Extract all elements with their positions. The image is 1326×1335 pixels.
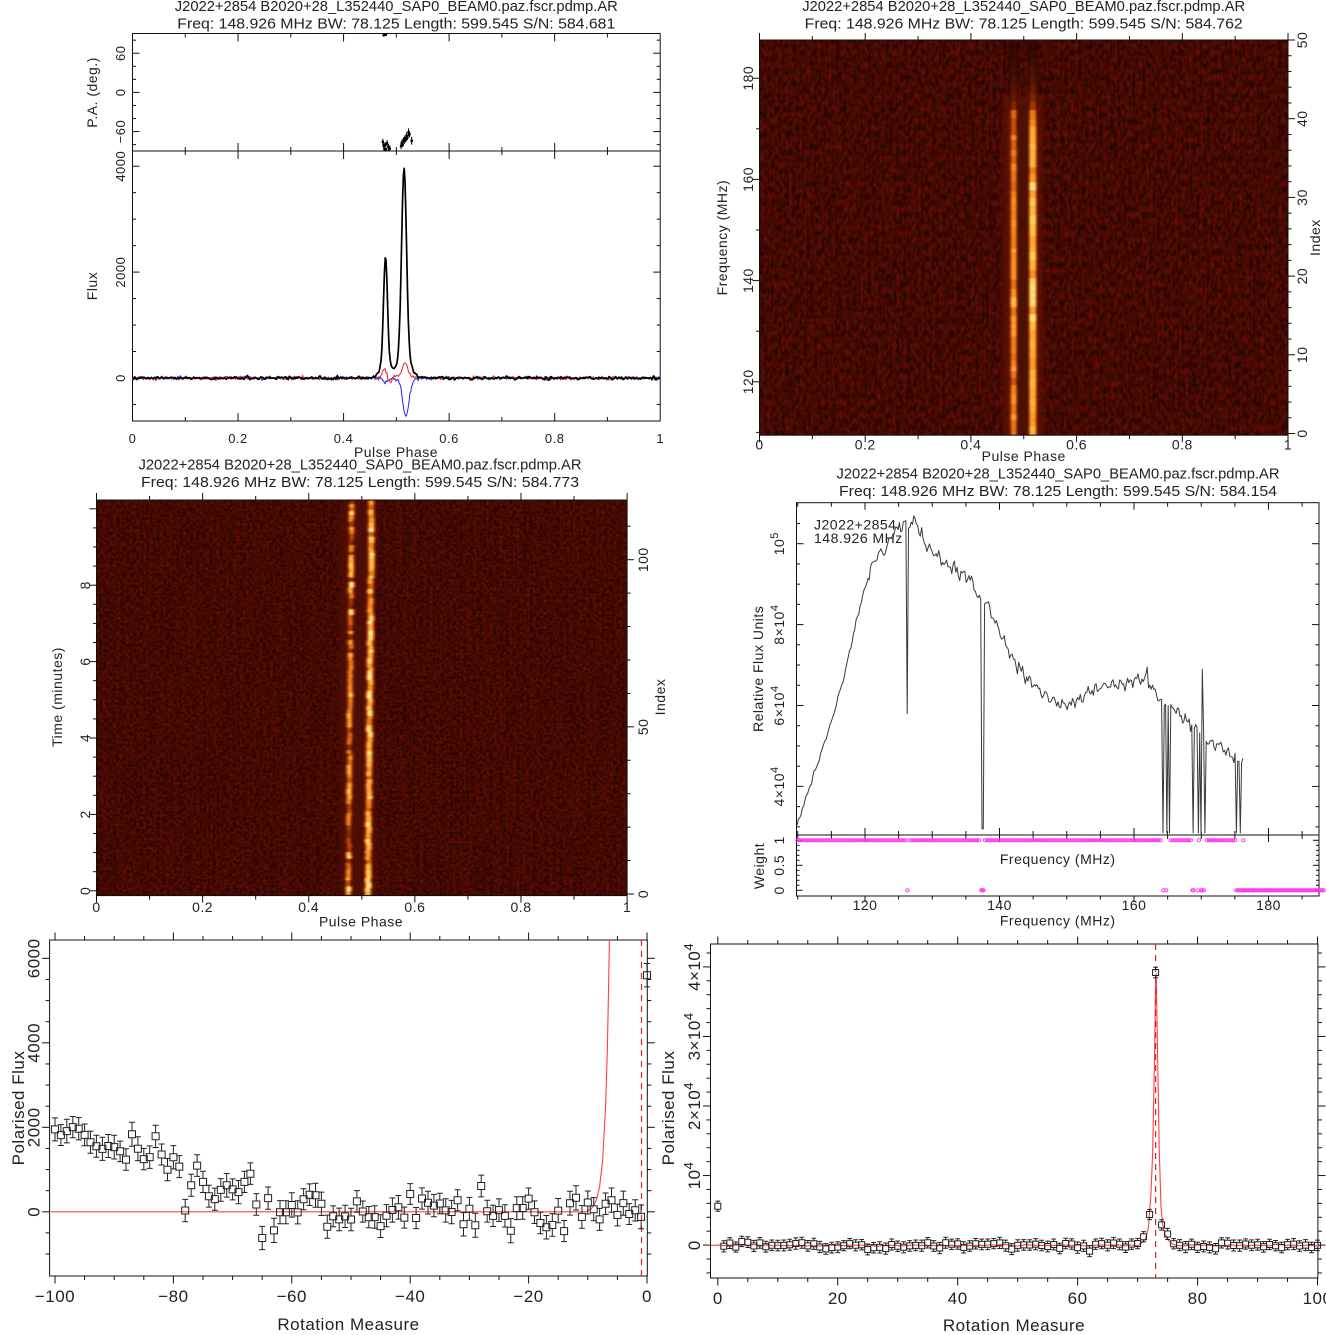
svg-text:8: 8 <box>77 581 93 589</box>
svg-text:10: 10 <box>1294 347 1310 364</box>
svg-text:Index: Index <box>652 679 668 716</box>
svg-text:Weight: Weight <box>751 843 767 889</box>
svg-text:100: 100 <box>635 547 651 572</box>
svg-text:Freq: 148.926 MHz BW: 78.125 L: Freq: 148.926 MHz BW: 78.125 Length: 599… <box>839 483 1277 500</box>
svg-text:1: 1 <box>1284 437 1292 453</box>
svg-text:Freq: 148.926 MHz BW: 78.125 L: Freq: 148.926 MHz BW: 78.125 Length: 599… <box>177 16 615 33</box>
svg-text:1: 1 <box>623 899 631 915</box>
svg-text:0.4: 0.4 <box>960 437 981 453</box>
svg-text:0.4: 0.4 <box>298 899 319 915</box>
svg-text:180: 180 <box>1256 897 1281 913</box>
svg-text:Frequency (MHz): Frequency (MHz) <box>1000 913 1116 929</box>
svg-text:100: 100 <box>1303 1289 1326 1308</box>
svg-text:0.6: 0.6 <box>404 899 425 915</box>
svg-text:J2022+2854 B2020+28_L352440_SA: J2022+2854 B2020+28_L352440_SAP0_BEAM0.p… <box>175 0 618 15</box>
svg-text:40: 40 <box>1294 110 1310 127</box>
svg-text:50: 50 <box>1294 32 1310 49</box>
svg-text:2×104: 2×104 <box>681 1082 704 1130</box>
svg-text:1: 1 <box>656 431 664 446</box>
svg-text:8×104: 8×104 <box>769 605 787 645</box>
svg-text:60: 60 <box>1068 1289 1088 1308</box>
svg-text:160: 160 <box>740 167 756 192</box>
svg-text:1: 1 <box>771 836 787 844</box>
svg-text:4×104: 4×104 <box>681 943 704 991</box>
svg-text:140: 140 <box>987 897 1012 913</box>
svg-text:Pulse Phase: Pulse Phase <box>319 914 403 930</box>
svg-text:3×104: 3×104 <box>681 1012 704 1060</box>
svg-text:30: 30 <box>1294 189 1310 206</box>
svg-text:0.2: 0.2 <box>228 431 248 446</box>
svg-text:−60: −60 <box>277 1287 307 1306</box>
svg-text:0: 0 <box>113 89 128 97</box>
svg-text:Polarised Flux: Polarised Flux <box>9 1051 28 1166</box>
svg-text:4×104: 4×104 <box>769 766 787 806</box>
svg-text:0: 0 <box>635 890 651 898</box>
svg-text:0: 0 <box>642 1287 652 1306</box>
svg-text:0.4: 0.4 <box>334 431 354 446</box>
svg-text:Flux: Flux <box>84 272 100 300</box>
svg-text:120: 120 <box>740 369 756 394</box>
svg-text:0: 0 <box>755 437 763 453</box>
svg-text:4: 4 <box>77 734 93 742</box>
svg-text:Frequency (MHz): Frequency (MHz) <box>714 180 730 296</box>
svg-text:0: 0 <box>25 1207 44 1217</box>
svg-text:0: 0 <box>771 886 787 894</box>
svg-text:Freq: 148.926 MHz BW: 78.125 L: Freq: 148.926 MHz BW: 78.125 Length: 599… <box>141 474 579 491</box>
svg-text:−40: −40 <box>395 1287 425 1306</box>
svg-text:Frequency (MHz): Frequency (MHz) <box>1000 851 1116 867</box>
svg-text:20: 20 <box>828 1289 848 1308</box>
svg-text:J2022+2854 B2020+28_L352440_SA: J2022+2854 B2020+28_L352440_SAP0_BEAM0.p… <box>139 457 582 474</box>
svg-text:6×104: 6×104 <box>769 685 787 725</box>
svg-text:P.A. (deg.): P.A. (deg.) <box>84 57 100 128</box>
svg-text:6000: 6000 <box>24 938 43 978</box>
svg-text:Relative Flux Units: Relative Flux Units <box>750 606 766 732</box>
svg-text:4000: 4000 <box>113 151 128 182</box>
svg-text:20: 20 <box>1294 268 1310 285</box>
svg-text:−20: −20 <box>513 1287 543 1306</box>
svg-text:0: 0 <box>1294 429 1310 437</box>
svg-text:140: 140 <box>740 268 756 293</box>
svg-text:0.2: 0.2 <box>855 437 876 453</box>
svg-text:Pulse Phase: Pulse Phase <box>982 448 1066 464</box>
svg-text:−60: −60 <box>113 120 128 144</box>
svg-text:0: 0 <box>77 887 93 895</box>
svg-text:0.8: 0.8 <box>1172 437 1193 453</box>
svg-text:Rotation Measure: Rotation Measure <box>943 1316 1085 1335</box>
svg-text:0: 0 <box>713 1289 723 1308</box>
svg-text:Index: Index <box>1307 219 1323 256</box>
svg-text:−100: −100 <box>35 1287 75 1306</box>
svg-text:J2022+2854: J2022+2854 <box>814 517 896 533</box>
svg-text:Rotation Measure: Rotation Measure <box>277 1315 419 1334</box>
svg-text:50: 50 <box>635 719 651 736</box>
svg-text:2000: 2000 <box>24 1107 43 1147</box>
svg-text:6: 6 <box>77 657 93 665</box>
svg-text:−80: −80 <box>158 1287 188 1306</box>
svg-text:120: 120 <box>853 897 878 913</box>
svg-text:J2022+2854 B2020+28_L352440_SA: J2022+2854 B2020+28_L352440_SAP0_BEAM0.p… <box>837 466 1280 483</box>
svg-text:40: 40 <box>948 1289 968 1308</box>
svg-text:4000: 4000 <box>24 1023 43 1063</box>
svg-text:0: 0 <box>92 899 100 915</box>
svg-text:Time (minutes): Time (minutes) <box>49 647 65 747</box>
svg-text:0: 0 <box>113 374 128 382</box>
svg-text:0.6: 0.6 <box>439 431 459 446</box>
svg-text:Freq: 148.926 MHz BW: 78.125 L: Freq: 148.926 MHz BW: 78.125 Length: 599… <box>805 16 1243 33</box>
svg-text:180: 180 <box>740 66 756 91</box>
svg-text:J2022+2854 B2020+28_L352440_SA: J2022+2854 B2020+28_L352440_SAP0_BEAM0.p… <box>802 0 1245 15</box>
svg-text:2000: 2000 <box>113 257 128 288</box>
svg-text:0.2: 0.2 <box>192 899 213 915</box>
svg-text:Pulse Phase: Pulse Phase <box>354 444 438 460</box>
svg-text:0.8: 0.8 <box>511 899 532 915</box>
svg-text:80: 80 <box>1188 1289 1208 1308</box>
svg-text:0.8: 0.8 <box>545 431 565 446</box>
svg-text:0.5: 0.5 <box>771 855 787 876</box>
svg-text:160: 160 <box>1122 897 1147 913</box>
svg-text:148.926 MHz: 148.926 MHz <box>814 530 903 546</box>
svg-text:60: 60 <box>113 45 128 60</box>
svg-text:0: 0 <box>129 431 137 446</box>
svg-text:Polarised Flux: Polarised Flux <box>659 1051 678 1166</box>
svg-text:2: 2 <box>77 810 93 818</box>
svg-text:0: 0 <box>685 1240 704 1250</box>
svg-text:0.6: 0.6 <box>1066 437 1087 453</box>
